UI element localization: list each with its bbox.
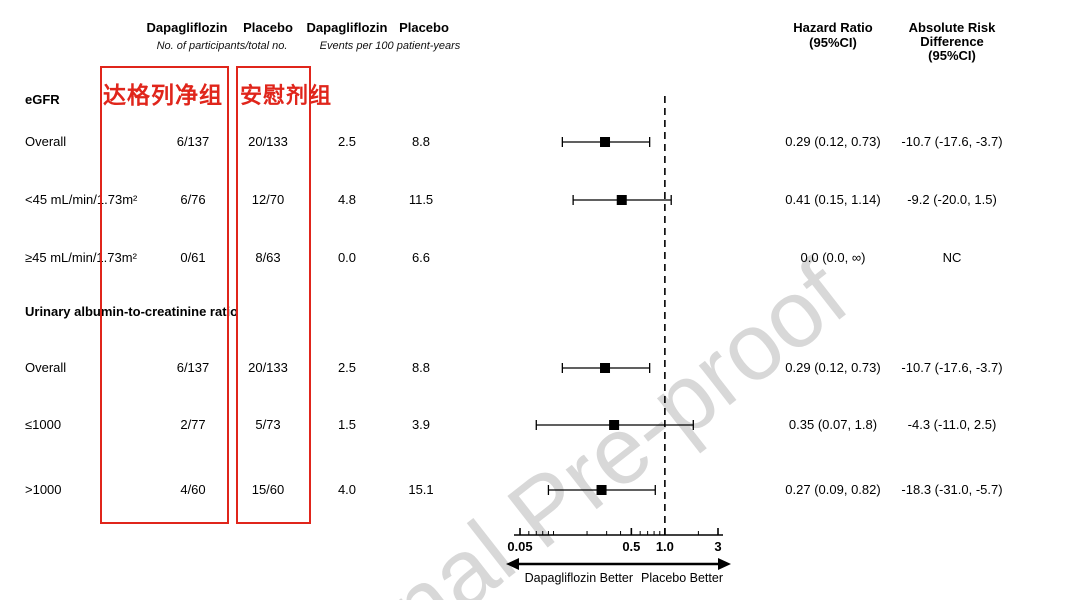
hazard-ratio-value: 0.27 (0.09, 0.82) — [785, 482, 881, 497]
svg-text:Placebo Better: Placebo Better — [641, 571, 723, 585]
data-row-egfr-lt45: <45 mL/min/1.73m² 6/76 12/70 4.8 11.5 0.… — [0, 192, 1080, 210]
svg-text:0.05: 0.05 — [507, 539, 532, 554]
data-row-uacr-overall: Overall 6/137 20/133 2.5 8.8 0.29 (0.12,… — [0, 360, 1080, 378]
row-label: >1000 — [25, 482, 62, 497]
header-events-dapagliflozin: Dapagliflozin — [306, 20, 388, 35]
dapa-participants: 2/77 — [180, 417, 206, 432]
risk-difference-value: -9.2 (-20.0, 1.5) — [907, 192, 997, 207]
dapa-event-rate: 4.0 — [337, 482, 357, 497]
data-row-uacr-gt1000: >1000 4/60 15/60 4.0 15.1 0.27 (0.09, 0.… — [0, 482, 1080, 500]
annotation-box-dapagliflozin-column — [100, 66, 229, 524]
placebo-event-rate: 11.5 — [408, 192, 434, 207]
svg-text:1.0: 1.0 — [656, 539, 674, 554]
annotation-placebo-group-cn: 安慰剂组 — [240, 83, 333, 108]
placebo-event-rate: 3.9 — [411, 417, 431, 432]
placebo-event-rate: 8.8 — [411, 360, 431, 375]
data-row-uacr-le1000: ≤1000 2/77 5/73 1.5 3.9 0.35 (0.07, 1.8)… — [0, 417, 1080, 435]
header-hazard-ratio-line2: (95%CI) — [809, 35, 857, 50]
placebo-participants: 20/133 — [248, 134, 288, 149]
risk-difference-value: -18.3 (-31.0, -5.7) — [901, 482, 1003, 497]
header-risk-difference-line3: (95%CI) — [928, 48, 976, 63]
placebo-participants: 15/60 — [251, 482, 285, 497]
header-risk-difference-line2: Difference — [920, 34, 984, 49]
header-participants-placebo: Placebo — [243, 20, 293, 35]
row-label: <45 mL/min/1.73m² — [25, 192, 138, 207]
placebo-event-rate: 8.8 — [411, 134, 431, 149]
row-label: Overall — [25, 360, 67, 375]
header-events-subtitle: Events per 100 patient-years — [319, 40, 461, 52]
placebo-participants: 8/63 — [255, 250, 281, 265]
dapa-event-rate: 0.0 — [337, 250, 357, 265]
row-label: Overall — [25, 134, 67, 149]
header-events-placebo: Placebo — [399, 20, 449, 35]
section-label: eGFR — [25, 92, 60, 107]
placebo-participants: 12/70 — [251, 192, 285, 207]
row-label: ≤1000 — [25, 417, 62, 432]
header-participants-dapagliflozin: Dapagliflozin — [146, 20, 228, 35]
placebo-participants: 5/73 — [255, 417, 281, 432]
annotation-dapagliflozin-group-cn: 达格列净组 — [103, 82, 223, 108]
hazard-ratio-value: 0.29 (0.12, 0.73) — [785, 360, 881, 375]
placebo-event-rate: 6.6 — [411, 250, 431, 265]
header-risk-difference-line1: Absolute Risk — [908, 20, 996, 35]
svg-text:Dapagliflozin Better: Dapagliflozin Better — [525, 571, 633, 585]
risk-difference-value: -10.7 (-17.6, -3.7) — [901, 360, 1003, 375]
risk-difference-value: -10.7 (-17.6, -3.7) — [901, 134, 1003, 149]
annotation-box-placebo-column — [236, 66, 311, 524]
hazard-ratio-value: 0.41 (0.15, 1.14) — [785, 192, 881, 207]
section-row-uacr: Urinary albumin-to-creatinine ratio — [0, 304, 1080, 322]
section-row-egfr: eGFR — [0, 92, 1080, 110]
hazard-ratio-value: 0.0 (0.0, ∞) — [800, 250, 866, 265]
hazard-ratio-value: 0.29 (0.12, 0.73) — [785, 134, 881, 149]
header-hazard-ratio-line1: Hazard Ratio — [793, 20, 873, 35]
data-row-egfr-overall: Overall 6/137 20/133 2.5 8.8 0.29 (0.12,… — [0, 134, 1080, 152]
placebo-event-rate: 15.1 — [408, 482, 434, 497]
placebo-participants: 20/133 — [248, 360, 288, 375]
dapa-participants: 0/61 — [180, 250, 206, 265]
dapa-participants: 6/76 — [180, 192, 206, 207]
dapa-participants: 6/137 — [176, 360, 210, 375]
dapa-event-rate: 4.8 — [337, 192, 357, 207]
svg-text:3: 3 — [714, 539, 721, 554]
dapa-participants: 6/137 — [176, 134, 210, 149]
data-row-egfr-ge45: ≥45 mL/min/1.73m² 0/61 8/63 0.0 6.6 0.0 … — [0, 250, 1080, 268]
row-label: ≥45 mL/min/1.73m² — [25, 250, 137, 265]
svg-text:0.5: 0.5 — [622, 539, 640, 554]
dapa-participants: 4/60 — [180, 482, 206, 497]
dapa-event-rate: 2.5 — [337, 134, 357, 149]
hazard-ratio-value: 0.35 (0.07, 1.8) — [788, 417, 878, 432]
risk-difference-value: -4.3 (-11.0, 2.5) — [907, 417, 997, 432]
dapa-event-rate: 2.5 — [337, 360, 357, 375]
header-participants-subtitle: No. of participants/total no. — [156, 40, 288, 52]
risk-difference-value: NC — [942, 250, 962, 265]
dapa-event-rate: 1.5 — [337, 417, 357, 432]
section-label: Urinary albumin-to-creatinine ratio — [25, 304, 239, 319]
